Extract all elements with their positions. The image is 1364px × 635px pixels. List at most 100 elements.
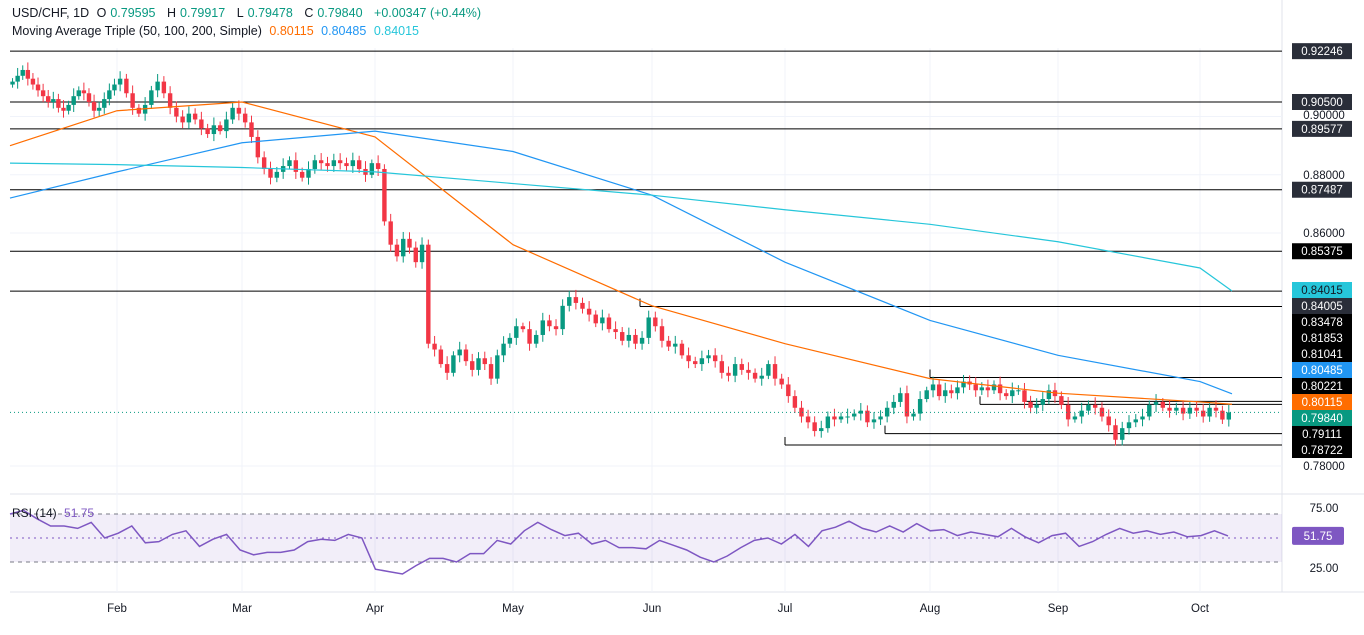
candle-body	[746, 369, 751, 373]
price-tag-bg	[1292, 181, 1352, 198]
price-tag: 0.92246	[1292, 43, 1352, 60]
candle-body	[66, 104, 71, 111]
price-tag: 0.84005	[1292, 298, 1352, 314]
candle-body	[375, 163, 381, 169]
candle-body	[318, 160, 324, 164]
low-label: L	[236, 6, 244, 20]
candle-body	[586, 308, 592, 315]
candle-body	[626, 334, 632, 341]
candle-body	[613, 329, 618, 333]
candle-body	[86, 93, 92, 102]
candle-body	[693, 361, 698, 365]
candle-body	[1226, 412, 1231, 420]
time-axis-label-jul: Jul	[778, 603, 793, 615]
candle-body	[924, 390, 929, 400]
price-tag-label: 0.83478	[1301, 317, 1343, 329]
price-tag: 0.81041	[1292, 346, 1352, 362]
candle-body	[112, 84, 117, 91]
candle-body	[712, 355, 718, 362]
price-tag: 0.80485	[1292, 362, 1352, 378]
price-tag-label: 0.78722	[1301, 445, 1343, 457]
candle-body	[102, 99, 107, 108]
price-tag-label: 0.85375	[1301, 246, 1343, 258]
candle-body	[936, 384, 942, 397]
candle-body	[306, 168, 311, 178]
candle-body	[911, 413, 916, 417]
candle-body	[1140, 416, 1145, 420]
candle-body	[167, 93, 173, 108]
candle-body	[1207, 407, 1212, 417]
candle-body	[268, 168, 273, 178]
candle-body	[507, 337, 513, 344]
candle-body	[40, 90, 46, 97]
change-value: +0.00347 (+0.44%)	[374, 6, 482, 20]
open-value: 0.79595	[110, 6, 156, 20]
candle-body	[884, 407, 890, 417]
candle-body	[1187, 407, 1193, 414]
low-value: 0.79478	[247, 6, 293, 20]
candle-body	[426, 244, 431, 344]
candle-body	[832, 416, 837, 420]
candle-body	[444, 364, 450, 373]
candle-body	[369, 163, 375, 175]
price-tag-label: 0.81853	[1301, 333, 1343, 345]
candle-body	[1113, 425, 1118, 440]
rsi-tag-bg	[1292, 526, 1344, 545]
candle-body	[186, 113, 192, 123]
candle-body	[533, 334, 539, 344]
candle-body	[732, 364, 738, 376]
rsi-axis-label: 25.00	[1310, 563, 1339, 575]
candle-body	[107, 90, 112, 100]
candle-body	[10, 81, 15, 85]
time-axis-label-jun: Jun	[643, 603, 662, 615]
candle-body	[388, 221, 393, 245]
candle-body	[236, 107, 242, 114]
candle-body	[633, 334, 638, 344]
candle-body	[287, 160, 292, 167]
rsi-value: 51.75	[64, 506, 95, 520]
candle-body	[1120, 428, 1125, 440]
time-axis-label-sep: Sep	[1048, 603, 1068, 615]
candle-body	[356, 160, 362, 169]
candle-body	[949, 390, 954, 394]
candle-body	[943, 390, 948, 397]
candle-body	[852, 413, 857, 417]
price-tag: 0.80115	[1292, 394, 1352, 410]
candle-body	[451, 355, 456, 373]
symbol-label: USD/CHF, 1D	[12, 6, 90, 20]
candle-body	[1126, 422, 1132, 429]
candle-body	[501, 343, 506, 356]
price-tag-bg	[1292, 362, 1352, 378]
candle-body	[1040, 399, 1045, 405]
close-label: C	[304, 6, 314, 20]
candle-body	[1133, 419, 1138, 423]
candle-body	[646, 317, 651, 338]
price-tag: 0.78722	[1292, 442, 1352, 458]
rsi-legend: RSI (14) 51.75	[12, 506, 98, 520]
candle-body	[1022, 390, 1027, 402]
candle-body	[299, 171, 305, 178]
candle-body	[1160, 401, 1166, 408]
candle-body	[470, 361, 475, 370]
candle-body	[382, 168, 387, 222]
candle-body	[457, 349, 462, 356]
price-tag-bg	[1292, 314, 1352, 330]
candle-body	[639, 337, 645, 344]
candle-body	[261, 157, 267, 169]
rsi-tag-label: 51.75	[1304, 531, 1333, 543]
price-tag-label: 0.90500	[1301, 97, 1343, 109]
candle-body	[805, 416, 811, 423]
candle-body	[514, 326, 519, 338]
candle-body	[600, 317, 605, 324]
price-tag-bg	[1292, 243, 1352, 260]
time-axis-label-mar: Mar	[232, 603, 252, 615]
candle-body	[46, 96, 51, 102]
candle-body	[205, 128, 210, 135]
candle-body	[699, 358, 705, 365]
candle-body	[432, 343, 437, 350]
candle-body	[527, 329, 532, 344]
candle-body	[779, 378, 784, 385]
candle-body	[331, 160, 337, 167]
